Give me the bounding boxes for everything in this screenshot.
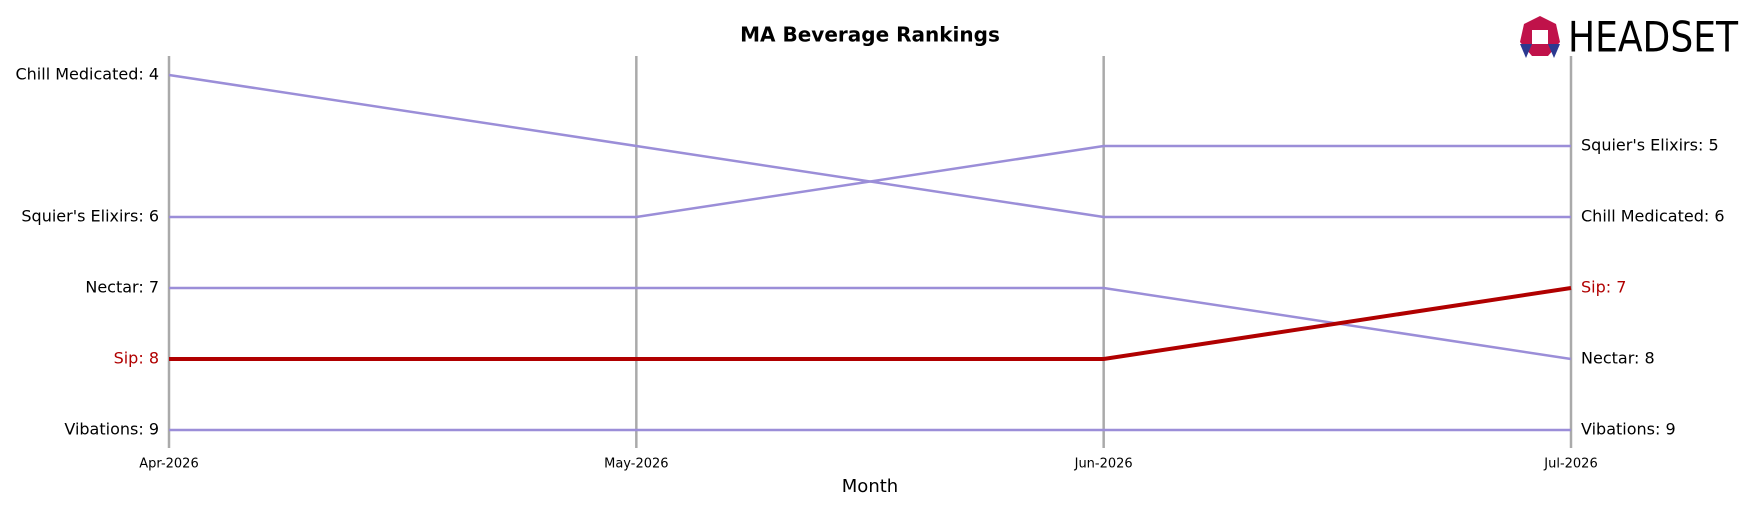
- data-label: Squier's Elixirs: 6: [21, 207, 159, 226]
- data-label: Vibations: 9: [1581, 420, 1676, 439]
- data-label: Sip: 7: [1581, 278, 1626, 297]
- series-line: [169, 286, 1572, 361]
- data-label: Nectar: 7: [85, 278, 159, 297]
- data-label: Squier's Elixirs: 5: [1581, 136, 1719, 155]
- data-label: Chill Medicated: 6: [1581, 207, 1725, 226]
- x-tick-label: Jun-2026: [1074, 457, 1133, 472]
- data-label: Sip: 8: [114, 349, 159, 368]
- data-label: Chill Medicated: 4: [15, 65, 159, 84]
- logo-mark: [1548, 44, 1560, 58]
- logo-text: HEADSET: [1568, 13, 1739, 62]
- series-line: [169, 286, 1572, 361]
- chart-title: MA Beverage Rankings: [740, 23, 1000, 47]
- data-label: Vibations: 9: [64, 420, 159, 439]
- logo: HEADSET: [1520, 13, 1739, 62]
- logo-hole: [1532, 30, 1548, 44]
- data-label: Nectar: 8: [1581, 349, 1655, 368]
- x-tick-label: Jul-2026: [1543, 457, 1597, 472]
- x-tick-label: May-2026: [604, 457, 668, 472]
- x-tick-label: Apr-2026: [139, 457, 198, 472]
- logo-mark: [1520, 44, 1532, 58]
- series-line: [169, 144, 1571, 219]
- x-axis-label: Month: [842, 476, 898, 497]
